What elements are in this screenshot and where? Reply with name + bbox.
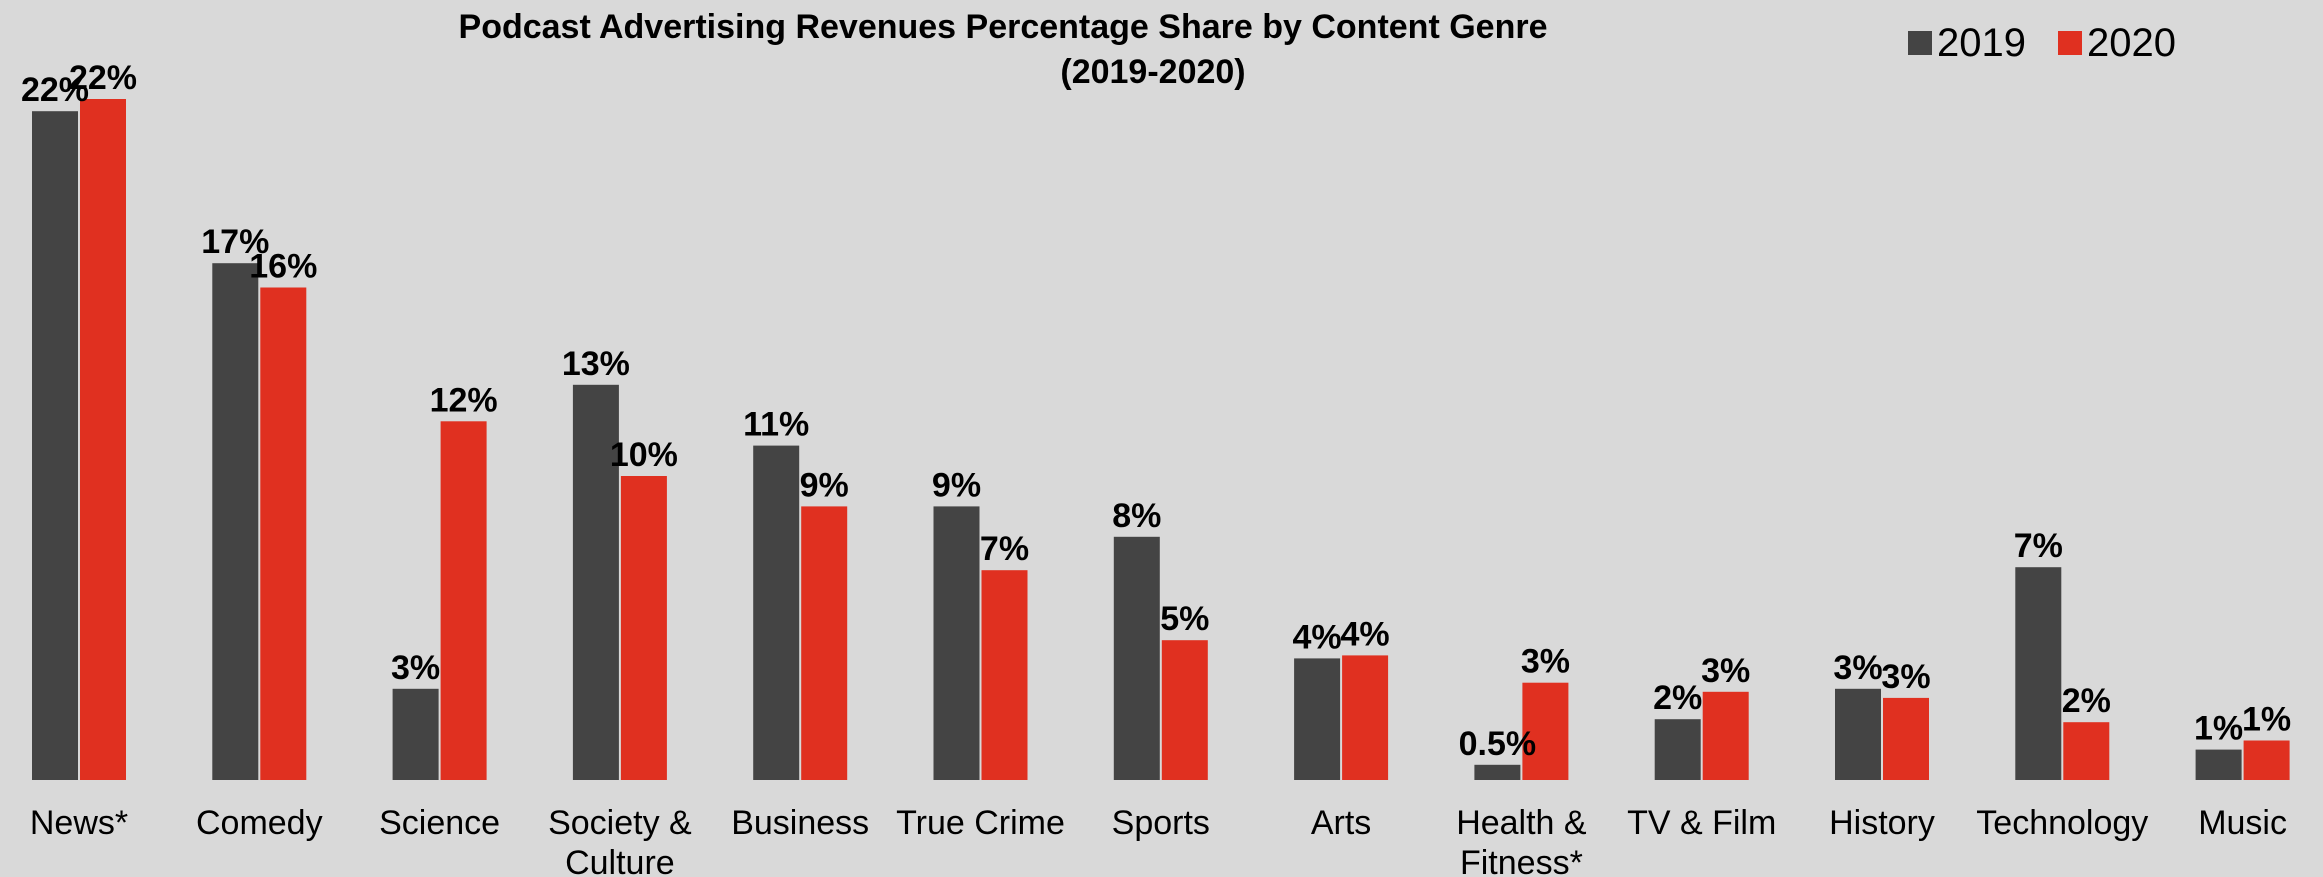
x-tick-label-business: Business: [731, 804, 869, 842]
x-tick-label-sports: Sports: [1112, 804, 1210, 842]
bar-business-2019: [753, 445, 800, 780]
x-tick-label-line: Sports: [1112, 804, 1210, 842]
legend-label-2019: 2019: [1937, 21, 2026, 65]
bar-health-fitness-2019: [1474, 764, 1521, 780]
bar-sports-2020: [1161, 640, 1208, 780]
x-tick-label-tv-film: TV & Film: [1627, 804, 1776, 842]
data-label-society-culture-2019: 13%: [562, 345, 630, 383]
data-label-true-crime-2019: 9%: [932, 466, 981, 504]
bar-comedy-2019: [212, 263, 259, 780]
x-tick-label-comedy: Comedy: [196, 804, 323, 842]
data-label-technology-2019: 7%: [2014, 527, 2063, 565]
bars: [32, 99, 2290, 780]
data-label-music-2019: 1%: [2194, 710, 2243, 748]
bar-history-2019: [1835, 688, 1881, 780]
bar-society-culture-2019: [572, 384, 619, 780]
bar-music-2019: [2195, 749, 2242, 780]
data-label-health-fitness-2019: 0.5%: [1459, 725, 1537, 763]
data-label-tv-film-2020: 3%: [1701, 652, 1750, 690]
bar-true-crime-2020: [981, 570, 1028, 780]
data-label-arts-2020: 4%: [1341, 615, 1390, 653]
x-tick-label-line: News*: [30, 804, 128, 842]
x-tick-label-arts: Arts: [1311, 804, 1371, 842]
bar-tv-film-2020: [1702, 691, 1749, 780]
x-tick-label-line: True Crime: [896, 804, 1065, 842]
bar-comedy-2020: [260, 287, 307, 780]
data-label-sports-2020: 5%: [1160, 600, 1209, 638]
data-label-arts-2019: 4%: [1293, 618, 1342, 656]
data-label-science-2020: 12%: [430, 381, 498, 419]
data-label-history-2019: 3%: [1833, 649, 1882, 687]
data-label-comedy-2019: 17%: [201, 223, 269, 261]
x-tick-label-line: Science: [379, 804, 500, 842]
data-label-sports-2019: 8%: [1112, 497, 1161, 535]
x-tick-label-health-fitness: Health & Fitness*: [1456, 804, 1587, 877]
data-label-business-2020: 9%: [800, 466, 849, 504]
x-tick-label-line: History: [1829, 804, 1935, 842]
bar-business-2020: [801, 506, 848, 780]
x-tick-label-line: Society &: [548, 804, 692, 842]
data-label-comedy-2020: 16%: [249, 248, 317, 286]
data-label-tv-film-2019: 2%: [1653, 679, 1702, 717]
x-axis-tick-labels: News* Comedy Science Society & Culture Busine…: [30, 804, 2287, 877]
bar-music-2020: [2243, 740, 2290, 780]
x-tick-label-music: Music: [2198, 804, 2287, 842]
bar-true-crime-2019: [933, 506, 980, 780]
chart-title: Podcast Advertising Revenues Percentage …: [459, 8, 1548, 46]
x-tick-label-line: Culture: [565, 844, 675, 877]
legend-label-2020: 2020: [2087, 21, 2176, 65]
x-tick-label-line: Arts: [1311, 804, 1371, 842]
legend-swatch-2019: [1908, 31, 1932, 55]
x-tick-label-history: History: [1829, 804, 1935, 842]
x-tick-label-society-culture: Society & Culture: [548, 804, 692, 877]
chart-subtitle: (2019-2020): [1060, 53, 1245, 91]
bar-news-2019: [32, 111, 78, 780]
x-tick-label-true-crime: True Crime: [896, 804, 1065, 842]
x-tick-label-science: Science: [379, 804, 500, 842]
x-tick-label-line: Music: [2198, 804, 2287, 842]
x-tick-label-line: TV & Film: [1627, 804, 1776, 842]
bar-arts-2019: [1294, 658, 1341, 780]
x-tick-label-technology: Technology: [1976, 804, 2148, 842]
legend-swatch-2020: [2058, 31, 2082, 55]
bar-technology-2019: [2015, 567, 2062, 780]
data-label-business-2019: 11%: [743, 406, 809, 444]
bar-news-2020: [80, 99, 126, 780]
data-label-science-2019: 3%: [391, 649, 440, 687]
data-label-technology-2020: 2%: [2062, 682, 2111, 720]
data-labels: 22%22% 17%16% 3% 12% 13% 10% 11% 9% 9% 7% 8% 5% 4%4%…: [21, 59, 2291, 763]
bar-arts-2020: [1342, 655, 1389, 780]
x-tick-label-line: Comedy: [196, 804, 323, 842]
bar-history-2020: [1883, 697, 1929, 780]
data-label-society-culture-2020: 10%: [610, 436, 678, 474]
bar-sports-2019: [1113, 536, 1160, 780]
data-label-history-2020: 3%: [1881, 658, 1930, 696]
x-tick-label-line: Business: [731, 804, 869, 842]
legend: 2019 2020: [1908, 21, 2176, 65]
data-label-music-2020: 1%: [2242, 701, 2291, 739]
bar-health-fitness-2020: [1522, 682, 1569, 780]
data-label-true-crime-2020: 7%: [980, 530, 1029, 568]
x-tick-label-line: Technology: [1976, 804, 2148, 842]
x-tick-label-news: News*: [30, 804, 128, 842]
x-tick-label-line: Fitness*: [1460, 844, 1583, 877]
bar-science-2019: [392, 688, 439, 780]
bar-society-culture-2020: [620, 476, 667, 780]
data-label-health-fitness-2020: 3%: [1521, 643, 1570, 681]
bar-tv-film-2019: [1654, 719, 1701, 780]
x-tick-label-line: Health &: [1456, 804, 1587, 842]
data-label-news-2020: 22%: [69, 59, 137, 97]
data-label-news-2019: 22%: [21, 71, 89, 109]
bar-science-2020: [440, 421, 487, 780]
bar-technology-2020: [2063, 722, 2110, 780]
